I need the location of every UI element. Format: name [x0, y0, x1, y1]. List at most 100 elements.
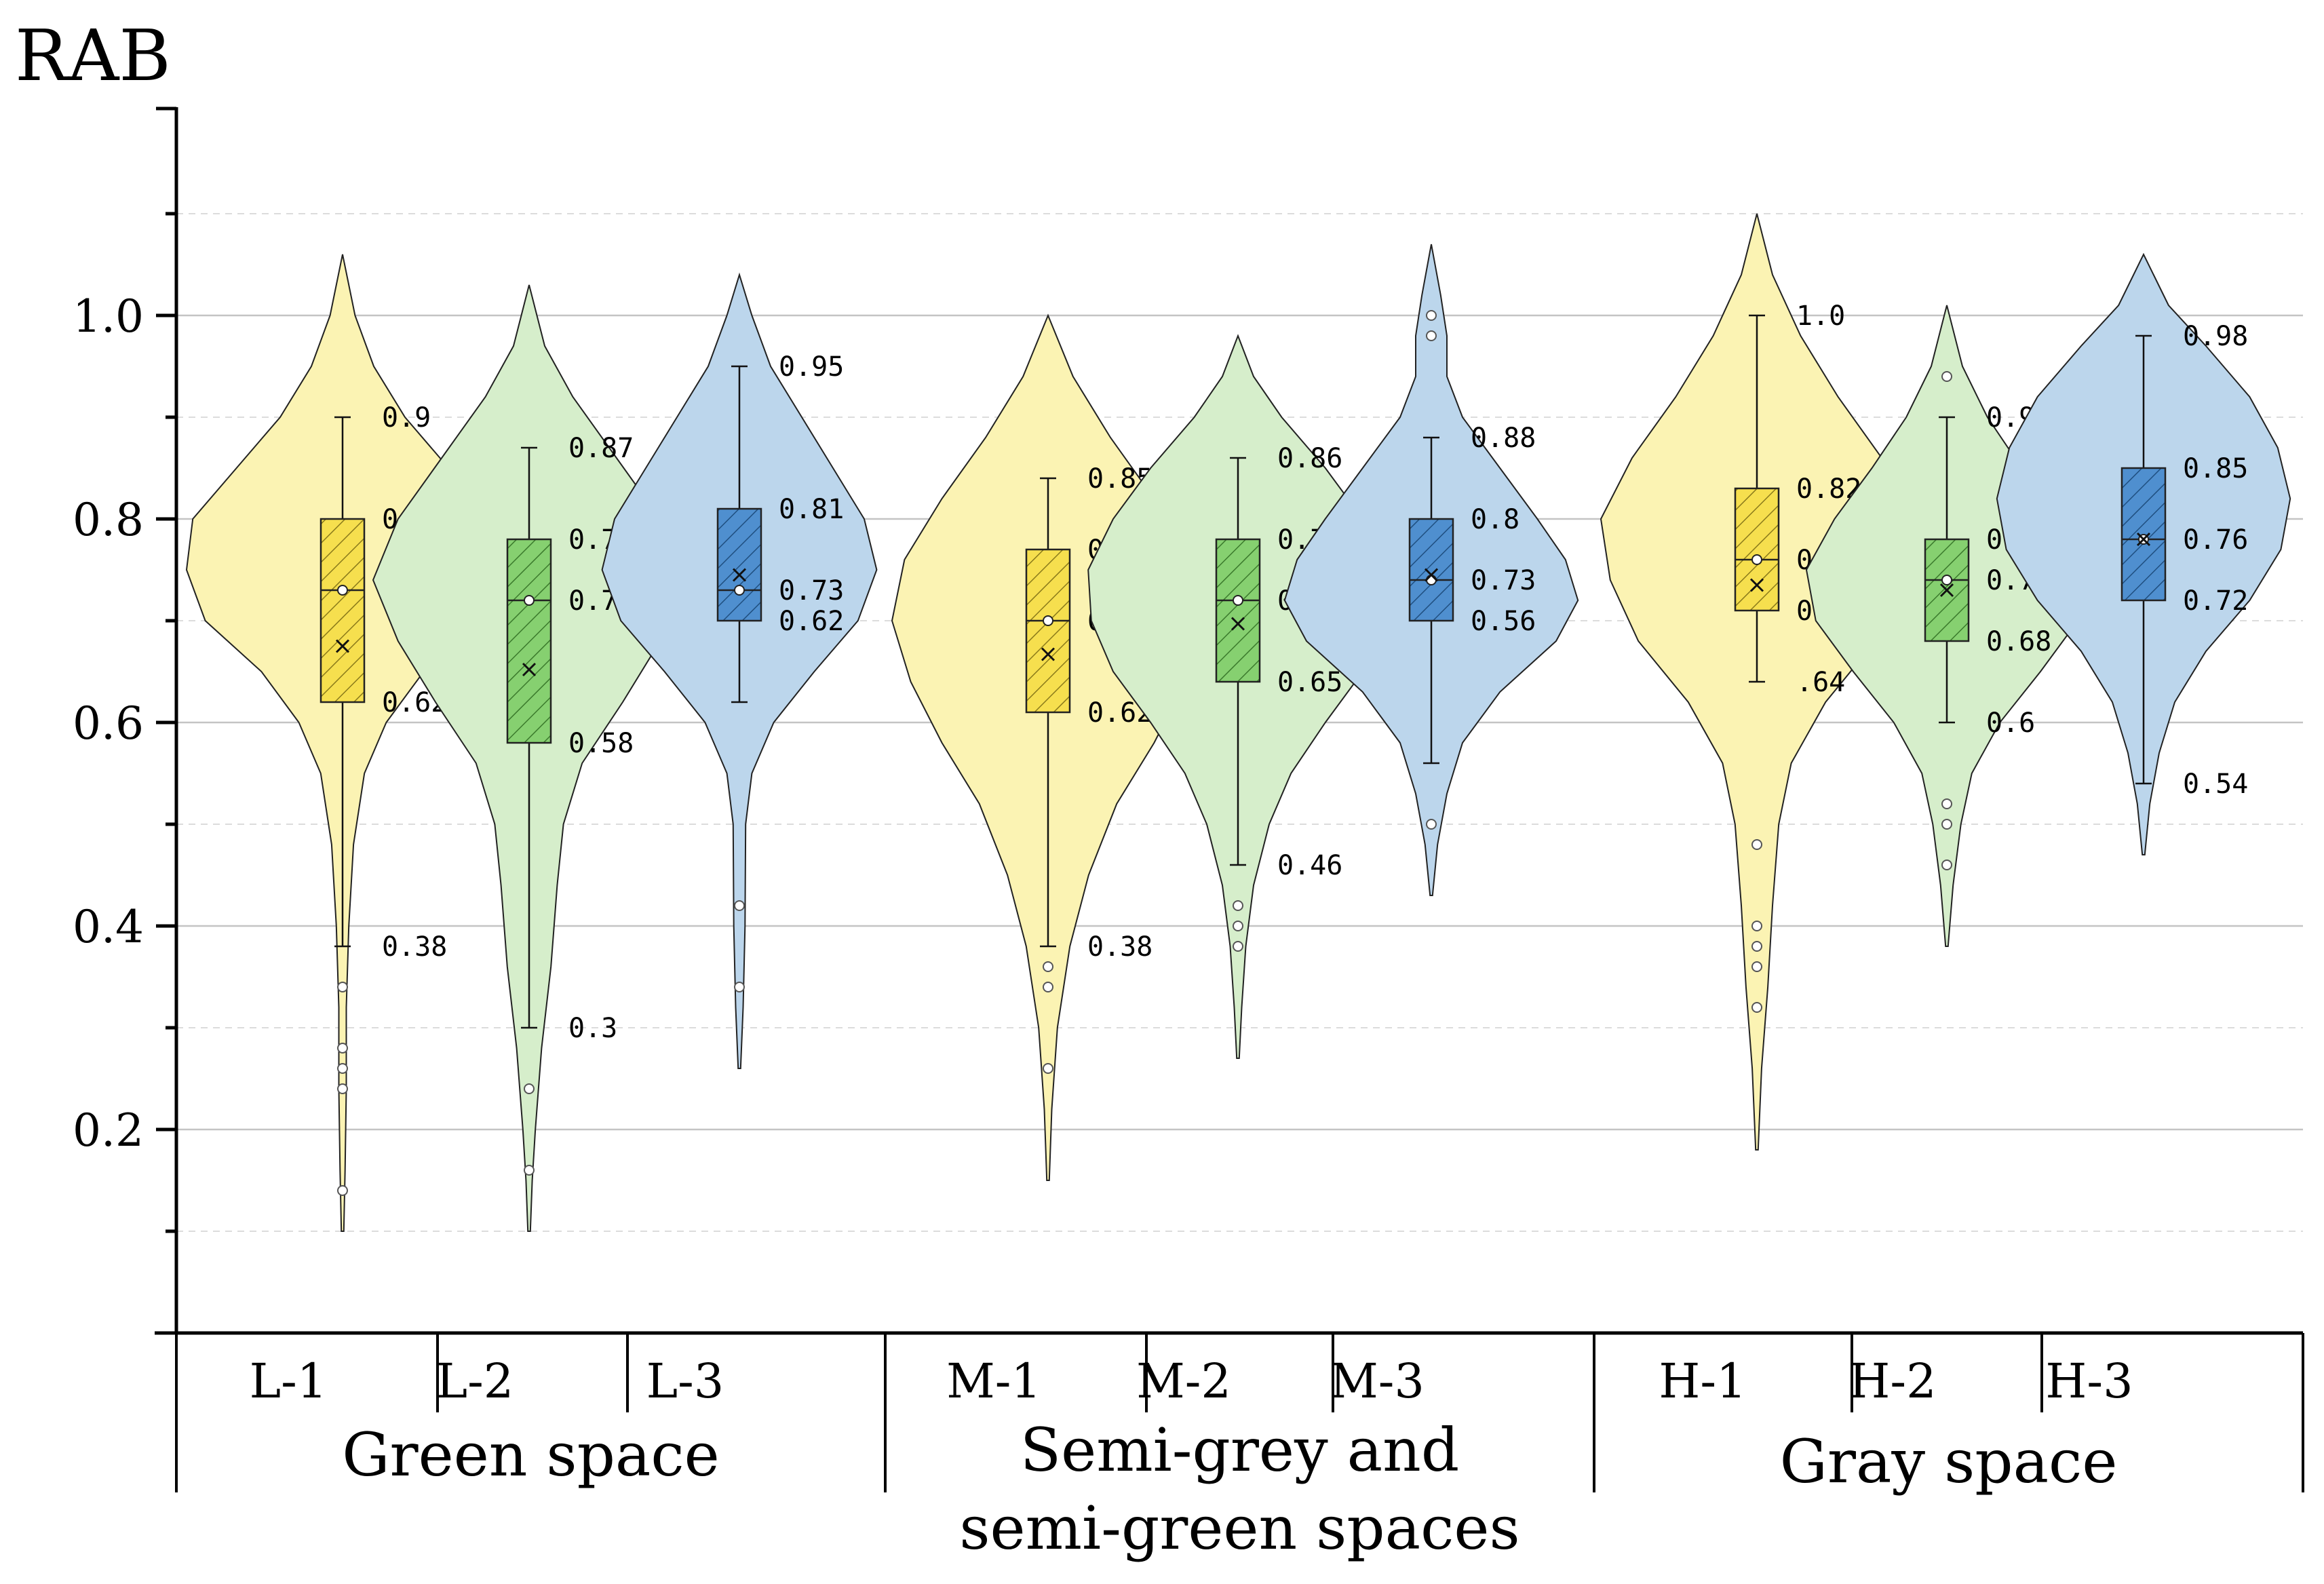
median-marker	[1233, 595, 1243, 606]
data-label: 0.56	[1471, 606, 1536, 637]
data-label: 0.38	[1087, 931, 1153, 963]
iqr-box	[716, 507, 762, 622]
data-label: 0.6	[1986, 708, 2035, 739]
data-label: 0.81	[779, 494, 844, 525]
outlier-point	[337, 1083, 348, 1094]
iqr-box	[506, 538, 552, 744]
violin-m-1: 0.850.760.70.620.38	[891, 313, 1205, 1181]
data-label: 0.72	[2183, 585, 2248, 617]
group-label: Gray space	[1780, 1427, 2118, 1496]
mean-marker	[522, 662, 537, 677]
mean-marker	[335, 639, 350, 653]
mean-marker	[1939, 583, 1954, 598]
outlier-point	[524, 1083, 535, 1094]
outlier-point	[1426, 330, 1437, 341]
outlier-point	[524, 1165, 535, 1176]
data-label: 0.9	[382, 402, 431, 433]
violins: 0.90.80.730.620.380.870.780.720.580.30.9…	[185, 213, 2291, 1232]
data-label: 0.73	[779, 575, 844, 606]
outlier-point	[1941, 859, 1952, 870]
data-label: 0.68	[1986, 626, 2051, 657]
data-label: 0.3	[568, 1013, 617, 1044]
iqr-box	[1025, 548, 1071, 714]
mean-marker	[1231, 617, 1245, 631]
outlier-point	[337, 1043, 348, 1054]
outlier-point	[1941, 819, 1952, 830]
x-tick-label: M-2	[1136, 1353, 1231, 1409]
median-marker	[734, 585, 745, 596]
y-tick-label: 0.8	[73, 494, 144, 546]
group-label: Semi-grey and	[1020, 1415, 1459, 1485]
outlier-point	[1426, 310, 1437, 321]
y-axis-title: RAB	[15, 14, 171, 97]
data-label: 0.58	[568, 728, 634, 759]
outlier-point	[337, 1185, 348, 1196]
mean-marker	[2136, 532, 2151, 547]
outlier-point	[1426, 819, 1437, 830]
mean-marker	[1424, 568, 1439, 582]
outlier-point	[1233, 921, 1243, 931]
outlier-point	[1043, 961, 1053, 972]
outlier-point	[1751, 961, 1762, 972]
y-tick-label: 0.2	[73, 1104, 144, 1157]
data-label: 0.88	[1471, 423, 1536, 454]
outlier-point	[1043, 1063, 1053, 1074]
median-marker	[1941, 575, 1952, 585]
violin-m-3: 0.88 0.8 0.73 0.56	[1283, 244, 1579, 896]
axes: 0.2 0.4 0.6 0.8 1.0 L-1 L-2 L-3 M-1 M-2 M-3 H-1 H-2 H…	[73, 107, 2304, 1563]
iqr-box	[1408, 518, 1454, 622]
mean-marker	[732, 568, 747, 582]
x-tick-label: H-2	[1848, 1353, 1936, 1409]
outlier-point	[337, 1063, 348, 1074]
outlier-point	[1751, 1002, 1762, 1013]
data-label: 0.87	[568, 433, 634, 464]
mean-marker	[1749, 578, 1764, 592]
iqr-box	[319, 518, 366, 703]
median-marker	[1751, 554, 1762, 565]
outlier-point	[1751, 839, 1762, 850]
x-tick-label: H-3	[2045, 1353, 2133, 1409]
violin-h-3: 0.98 0.85 0.76 0.72 0.54	[1996, 252, 2291, 855]
data-label: .64	[1796, 667, 1845, 698]
data-label: 0.38	[382, 931, 447, 963]
data-label: 0.54	[2183, 769, 2248, 800]
median-marker	[337, 585, 348, 596]
data-label: 0.8	[1471, 504, 1519, 535]
data-label: 1.0	[1796, 301, 1845, 332]
mean-marker	[1041, 647, 1056, 661]
group-label: Green space	[342, 1420, 720, 1490]
data-label: 0.62	[779, 606, 844, 637]
violin-l-2: 0.870.780.720.580.3	[372, 284, 686, 1232]
median-marker	[1426, 575, 1437, 585]
x-tick-label: M-1	[946, 1353, 1041, 1409]
outlier-point	[1941, 798, 1952, 809]
outlier-point	[734, 982, 745, 992]
data-label: 0.85	[2183, 453, 2248, 484]
y-tick-label: 0.6	[73, 697, 144, 750]
outlier-point	[1233, 941, 1243, 952]
violin-l-3: 0.95 0.81 0.730.62	[601, 272, 878, 1069]
iqr-box	[1734, 487, 1780, 612]
outlier-point	[734, 900, 745, 911]
data-label: 0.98	[2183, 321, 2248, 352]
violin-l-1: 0.90.80.730.620.38	[185, 254, 500, 1232]
data-label: 0.46	[1277, 850, 1342, 881]
median-marker	[524, 595, 535, 606]
outlier-point	[1751, 941, 1762, 952]
data-label: 0.76	[2183, 524, 2248, 556]
outlier-point	[1233, 900, 1243, 911]
x-tick-label: L-3	[646, 1353, 724, 1409]
data-label: 0.86	[1277, 443, 1342, 474]
outlier-point	[1043, 982, 1053, 992]
outlier-point	[337, 982, 348, 992]
y-tick-label: 1.0	[73, 290, 144, 343]
x-tick-label: H-1	[1659, 1353, 1746, 1409]
median-marker	[1043, 615, 1053, 626]
y-tick-label: 0.4	[73, 901, 144, 953]
group-label: semi-green spaces	[959, 1493, 1519, 1563]
x-tick-label: M-3	[1330, 1353, 1425, 1409]
x-tick-label: L-1	[250, 1353, 328, 1409]
data-label: 0.73	[1471, 565, 1536, 596]
iqr-box	[1215, 538, 1261, 683]
